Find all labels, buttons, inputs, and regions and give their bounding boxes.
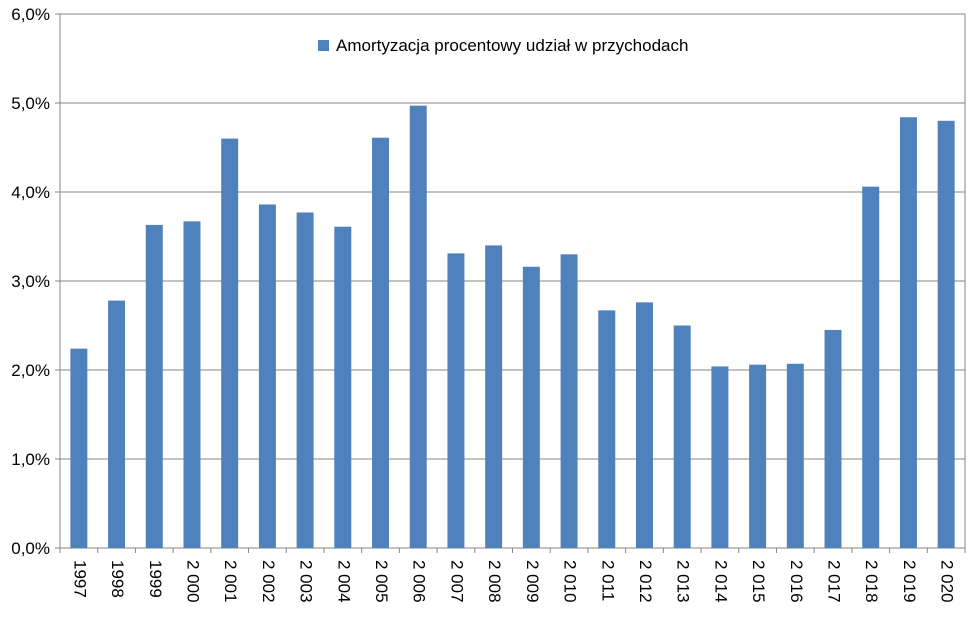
x-tick-label: 2 015: [749, 560, 768, 603]
x-tick-label: 2 002: [259, 560, 278, 603]
y-tick-label: 0,0%: [11, 539, 50, 558]
bar: [673, 325, 691, 548]
legend-label: Amortyzacja procentowy udział w przychod…: [336, 36, 688, 55]
x-tick-label: 1999: [146, 560, 165, 598]
x-tick-label: 2 013: [674, 560, 693, 603]
x-tick-label: 2 014: [711, 560, 730, 603]
bar: [937, 120, 955, 549]
bar: [560, 254, 578, 549]
bar: [749, 364, 767, 548]
x-tick-label: 2 019: [900, 560, 919, 603]
x-tick-label: 2 004: [334, 560, 353, 603]
bar: [485, 245, 503, 548]
x-tick-label: 2 020: [938, 560, 957, 603]
x-tick-label: 2 006: [410, 560, 429, 603]
bar: [447, 253, 465, 548]
x-tick-label: 1997: [70, 560, 89, 598]
bar: [786, 363, 804, 548]
y-tick-label: 3,0%: [11, 272, 50, 291]
x-tick-label: 2 009: [523, 560, 542, 603]
legend-swatch: [318, 40, 329, 51]
x-tick-label: 2 012: [636, 560, 655, 603]
x-tick-label: 2 011: [598, 560, 617, 601]
x-tick-label: 2 016: [787, 560, 806, 603]
bar: [296, 212, 314, 548]
y-tick-label: 5,0%: [11, 94, 50, 113]
y-tick-label: 6,0%: [11, 5, 50, 24]
bar: [183, 221, 201, 548]
bar: [221, 138, 239, 548]
bar: [824, 329, 842, 548]
y-tick-label: 4,0%: [11, 183, 50, 202]
y-tick-label: 1,0%: [11, 450, 50, 469]
bar: [334, 226, 352, 548]
bar: [522, 266, 540, 548]
x-tick-label: 2 018: [862, 560, 881, 603]
bar: [899, 117, 917, 549]
x-tick-label: 2 010: [561, 560, 580, 603]
bar: [258, 204, 276, 548]
bar: [711, 366, 729, 548]
x-tick-label: 2 001: [221, 560, 240, 603]
bar: [598, 310, 616, 548]
x-tick-label: 1998: [108, 560, 127, 598]
bar: [145, 224, 163, 548]
x-tick-label: 2 007: [447, 560, 466, 603]
bar: [409, 105, 427, 549]
x-tick-label: 2 003: [297, 560, 316, 603]
y-tick-label: 2,0%: [11, 361, 50, 380]
bar: [862, 186, 880, 548]
x-tick-label: 2 017: [825, 560, 844, 603]
bar: [372, 137, 390, 548]
x-tick-label: 2 008: [485, 560, 504, 603]
x-tick-label: 2 000: [183, 560, 202, 603]
bar: [635, 302, 653, 548]
bar: [108, 300, 126, 548]
x-tick-label: 2 005: [372, 560, 391, 603]
bar: [70, 348, 88, 548]
